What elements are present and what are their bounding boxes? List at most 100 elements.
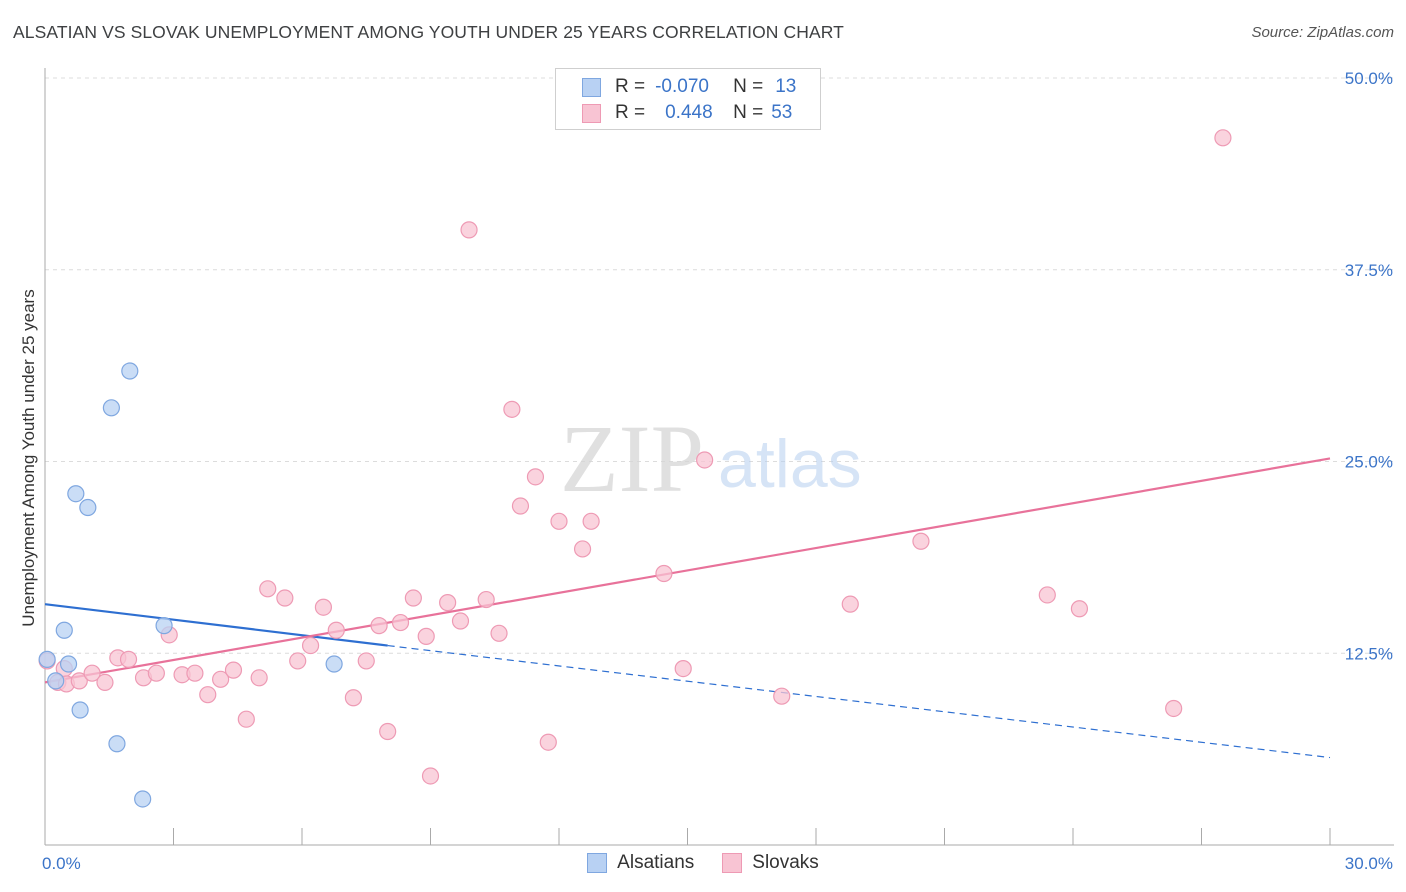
alsatian-point [55,621,73,639]
slovak-r-label: R = [615,102,646,123]
slovak-point [327,621,345,639]
alsatian-r-value: -0.070 [655,76,709,97]
slovak-point [511,497,530,515]
legend-item-slovaks: Slovaks [722,852,819,874]
legend-item-alsatians: Alsatians [587,852,694,874]
y-tick-label: 25.0% [1345,453,1393,472]
alsatian-point [102,399,120,417]
alsatian-swatch [582,77,601,97]
slovak-point [301,636,320,655]
legend-row-alsatian: R = -0.070 N = 13 [582,75,796,99]
alsatians-legend-swatch [587,853,608,873]
slovak-point [439,594,457,612]
slovak-point [573,540,592,558]
slovak-point [186,664,204,682]
slovak-point [344,689,362,707]
axes [44,68,1394,846]
alsatian-n-value: 13 [775,76,797,97]
alsatian-point [134,790,152,808]
slovak-point [841,595,859,613]
slovak-point [224,661,243,679]
alsatians-legend-label: Alsatians [617,852,695,873]
slovak-point [212,670,230,688]
source-label: Source: ZipAtlas.com [1251,24,1394,41]
alsatian-point [47,672,65,690]
alsatian-point [38,650,56,668]
alsatian-point [325,655,343,673]
slovak-point [391,613,410,632]
slovak-point [237,710,255,728]
slovak-point [70,672,88,690]
alsatian-point [79,498,97,517]
slovak-point [773,687,791,705]
y-tick-label: 37.5% [1345,261,1393,280]
slovak-point [83,664,101,682]
slovak-point [550,512,568,530]
slovaks-legend-label: Slovaks [752,852,819,873]
slovak-point [1165,699,1183,718]
slovak-point [912,532,930,550]
alsatian-trend-extension [387,644,1331,759]
alsatian-point [67,485,85,503]
slovak-point [539,733,557,751]
alsatian-point [121,362,139,380]
slovak-point [1070,600,1089,618]
slovak-point [674,659,692,678]
slovak-point [490,624,508,642]
slovak-point [379,722,397,741]
alsatian-trend-line [44,603,388,647]
slovak-point [404,589,422,607]
slovak-point [503,400,521,418]
slovak-point [357,652,375,670]
slovak-point [96,673,114,691]
legend-row-slovak: R = 0.448 N = 53 [582,101,792,125]
slovak-point [1214,129,1232,147]
slovak-n-label: N = [733,102,764,123]
data-points [38,129,1232,808]
slovak-point [276,589,294,607]
y-tick-label: 50.0% [1345,69,1393,88]
slovak-point [526,468,545,486]
slovak-point [655,564,673,583]
slovak-point [314,598,333,616]
slovak-swatch [582,103,601,123]
watermark-atlas: atlas [718,426,862,502]
alsatian-point [108,735,126,753]
alsatian-n-label: N = [733,76,764,97]
slovak-point [582,512,600,530]
tick-labels: 12.5% 25.0% 37.5% 50.0% 0.0% 30.0% [42,69,1393,873]
slovak-point [460,221,478,239]
alsatian-r-label: R = [615,76,646,97]
slovak-point [119,650,138,668]
slovak-point [696,451,714,469]
slovak-point [250,669,268,687]
chart-title: ALSATIAN VS SLOVAK UNEMPLOYMENT AMONG YO… [13,22,844,42]
trend-lines [44,457,1331,759]
slovak-point [451,612,470,630]
slovak-point [259,580,277,598]
slovak-point [477,590,495,609]
slovak-point [1038,586,1056,604]
slovak-point [199,686,217,704]
slovak-point [289,652,307,670]
alsatian-point [71,701,89,719]
x-tick-label-max: 30.0% [1345,854,1393,873]
watermark: ZIP atlas [560,405,862,512]
slovaks-legend-swatch [722,853,743,873]
slovak-point [417,627,435,645]
gridlines [45,77,1394,654]
alsatian-point [59,655,78,673]
y-tick-label: 12.5% [1345,644,1393,663]
series-legend: Alsatians Slovaks [0,852,1406,874]
alsatian-point [155,617,173,635]
stats-legend: R = -0.070 N = 13 R = 0.448 N = 53 [555,68,821,130]
watermark-zip: ZIP [560,405,704,512]
slovak-r-value: 0.448 [665,102,713,123]
slovak-point [421,767,440,785]
y-axis-title: Unemployment Among Youth under 25 years [19,289,38,627]
slovak-trend-line [44,457,1331,684]
slovak-point [370,617,388,635]
slovak-point [147,664,165,682]
slovak-n-value: 53 [771,102,793,123]
